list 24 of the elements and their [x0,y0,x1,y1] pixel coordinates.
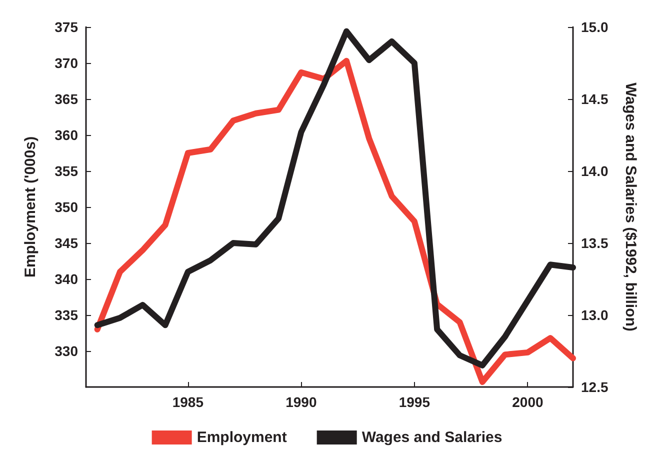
y2-tick-label: 15.0 [581,19,608,35]
y-tick-label: 370 [54,55,78,71]
y2-tick-label: 14.5 [581,91,608,107]
y-tick-label: 340 [54,271,78,287]
y2-tick-label: 13.5 [581,235,608,251]
y-tick-label: 335 [54,307,78,323]
y2-tick-label: 14.0 [581,163,608,179]
y-tick-label: 345 [54,235,78,251]
y-tick-label: 350 [54,199,78,215]
x-tick-label: 2000 [512,394,544,410]
legend-label: Employment [196,429,287,446]
y-tick-label: 365 [54,91,78,107]
x-tick-label: 1990 [286,394,317,410]
legend-label: Wages and Salaries [362,429,502,446]
y2-axis-title: Wages and Salaries ($1992, billion) [622,82,639,332]
y-axis-title: Employment ('000s) [22,136,39,278]
x-tick-label: 1985 [172,394,204,410]
y-tick-label: 355 [54,163,78,179]
y2-tick-label: 13.0 [581,307,608,323]
x-tick-label: 1995 [398,394,430,410]
y2-tick-label: 12.5 [581,379,608,395]
y-tick-label: 330 [54,343,78,359]
y-tick-label: 375 [54,19,78,35]
y-tick-label: 360 [54,127,78,143]
